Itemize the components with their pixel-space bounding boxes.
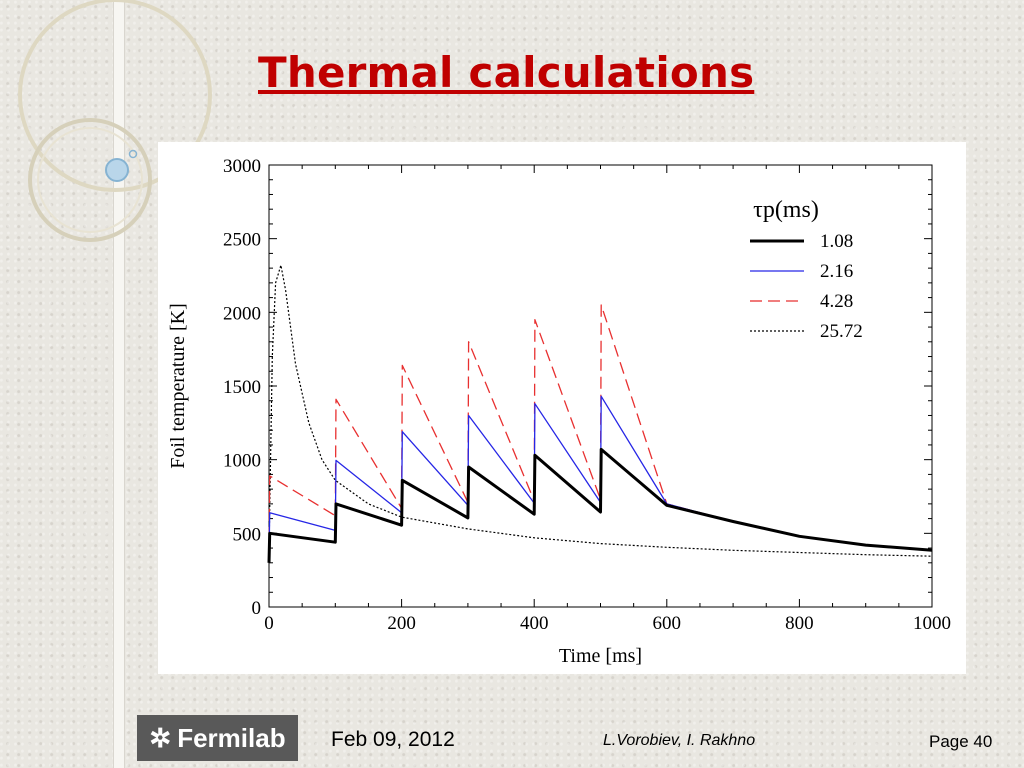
x-tick-label: 800 bbox=[785, 613, 814, 634]
series-line-25.72 bbox=[268, 264, 933, 557]
x-tick-label: 0 bbox=[264, 613, 274, 634]
fermilab-logo-text: Fermilab bbox=[177, 722, 286, 753]
y-axis-label: Foil temperature [K] bbox=[167, 303, 189, 469]
decorative-vertical-bar bbox=[113, 0, 125, 768]
series-line-1.08 bbox=[267, 447, 933, 563]
y-tick-label: 1500 bbox=[223, 377, 261, 398]
chart-container: 0 200 400 600 800 1000 0 500 1000 1500 2000 2500 300… bbox=[158, 142, 966, 674]
footer-date: Feb 09, 2012 bbox=[331, 728, 455, 751]
y-tick-label: 0 bbox=[252, 598, 262, 619]
legend-label: 4.28 bbox=[820, 291, 853, 312]
x-tick-label: 600 bbox=[653, 613, 682, 634]
slide-title: Thermal calculations bbox=[258, 48, 755, 97]
x-tick-label: 200 bbox=[387, 613, 416, 634]
legend-label: 2.16 bbox=[820, 261, 853, 282]
fermilab-gear-icon: ✲ bbox=[149, 722, 172, 753]
x-tick-label: 1000 bbox=[913, 613, 951, 634]
footer-page-number: Page 40 bbox=[929, 732, 993, 751]
temperature-chart: 0 200 400 600 800 1000 0 500 1000 1500 2000 2500 300… bbox=[167, 156, 951, 667]
y-tick-label: 500 bbox=[233, 524, 262, 545]
fermilab-logo: ✲ Fermilab bbox=[137, 715, 298, 761]
y-tick-label: 2500 bbox=[223, 230, 261, 251]
decorative-circles bbox=[18, 0, 212, 242]
y-tick-label: 2000 bbox=[223, 303, 261, 324]
footer-authors: L.Vorobiev, I. Rakhno bbox=[603, 732, 756, 749]
y-tick-label: 1000 bbox=[223, 451, 261, 472]
y-tick-label: 3000 bbox=[223, 156, 261, 177]
legend-label: 1.08 bbox=[820, 231, 853, 252]
legend-label: 25.72 bbox=[820, 321, 863, 342]
legend-title: τp(ms) bbox=[753, 197, 819, 223]
x-axis-label: Time [ms] bbox=[559, 645, 642, 667]
x-tick-label: 400 bbox=[520, 613, 549, 634]
